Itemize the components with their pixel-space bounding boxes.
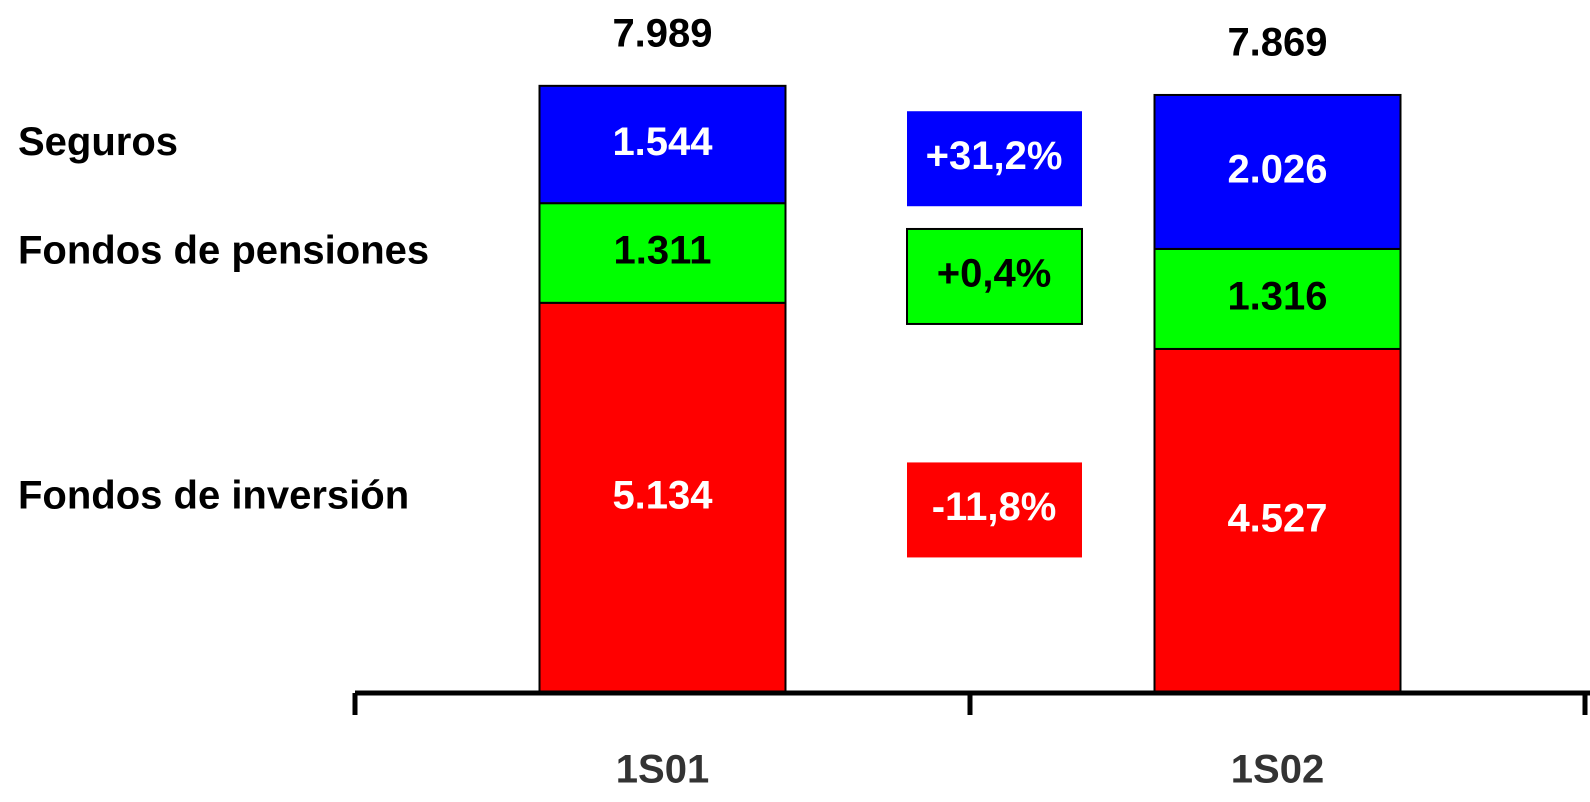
- legend-label: Seguros: [18, 120, 178, 164]
- value-label: 1.311: [614, 229, 712, 273]
- bar-segment: [1153, 347, 1402, 694]
- legend-label: Fondos de inversión: [18, 473, 409, 517]
- bar-segment: [538, 84, 787, 205]
- value-label: 1.316: [1227, 275, 1327, 319]
- change-box: [907, 462, 1082, 558]
- x-tick-label: 1S01: [616, 748, 709, 792]
- change-label: -11,8%: [932, 485, 1057, 529]
- value-label: 5.134: [612, 473, 713, 517]
- change-box: [906, 227, 1083, 325]
- total-label: 7.869: [1227, 21, 1327, 65]
- change-label: +31,2%: [926, 134, 1063, 178]
- bar-segment: [1153, 93, 1402, 250]
- total-label: 7.989: [612, 11, 712, 55]
- bar-segment: [538, 301, 787, 694]
- value-label: 4.527: [1227, 497, 1327, 541]
- bar-segment: [538, 202, 787, 304]
- change-box: [907, 111, 1082, 207]
- legend-label: Fondos de pensiones: [18, 229, 429, 273]
- value-label: 2.026: [1227, 148, 1327, 192]
- bar-segment: [1153, 247, 1402, 350]
- x-tick-label: 1S02: [1231, 748, 1324, 792]
- change-label: +0,4%: [937, 252, 1052, 296]
- value-label: 1.544: [612, 120, 713, 164]
